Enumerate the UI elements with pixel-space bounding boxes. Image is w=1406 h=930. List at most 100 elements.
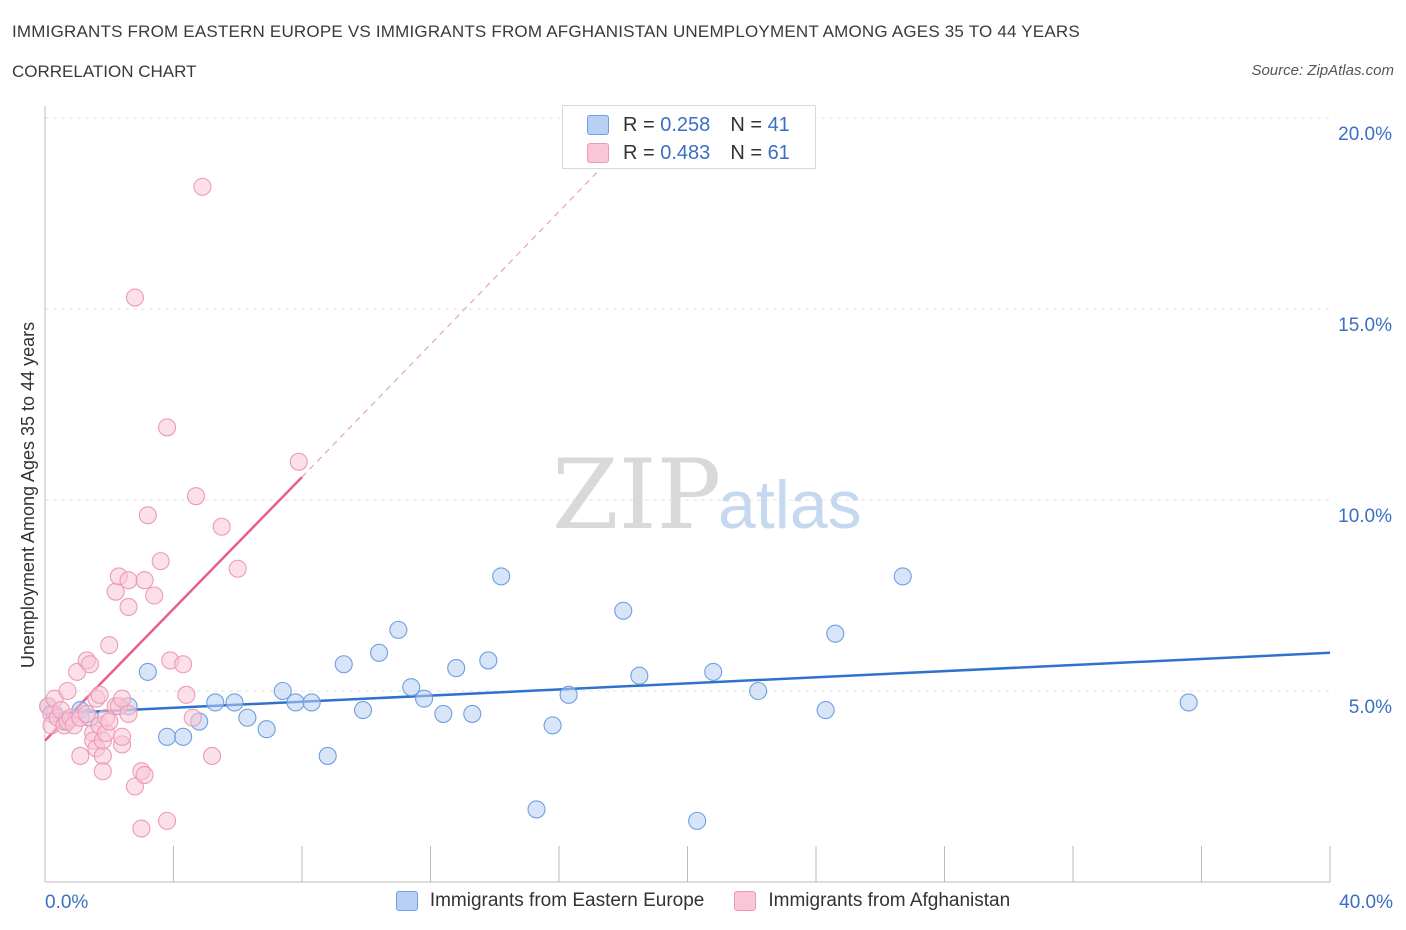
data-point [138, 506, 157, 525]
data-point [630, 666, 649, 685]
legend-n-value: 61 [767, 141, 790, 164]
legend-r-label: R = [623, 141, 661, 164]
data-point [77, 704, 96, 723]
data-point [370, 643, 389, 662]
data-point [174, 727, 193, 746]
data-point [71, 746, 90, 765]
data-point [704, 662, 723, 681]
legend-r-value: 0.258 [660, 113, 711, 136]
data-point [415, 689, 434, 708]
legend-r-label: R = [623, 113, 661, 136]
bottom-legend-eastern-europe: Immigrants from Eastern Europe [395, 890, 704, 912]
data-point [228, 559, 247, 578]
data-point [614, 601, 633, 620]
legend-n-label: N = [730, 113, 768, 136]
data-point [1179, 693, 1198, 712]
data-points [39, 177, 1198, 838]
legend-n-value: 41 [767, 113, 790, 136]
bottom-legend: Immigrants from Eastern Europe Immigrant… [0, 890, 1406, 912]
data-point [132, 819, 151, 838]
bottom-legend-afghanistan: Immigrants from Afghanistan [734, 890, 1010, 912]
tick-labels: 5.0% 10.0% 15.0% 20.0% 0.0% 40.0% [45, 124, 1393, 913]
data-point [158, 727, 177, 746]
data-point [100, 636, 119, 655]
data-point [203, 746, 222, 765]
data-point [212, 517, 231, 536]
legend-r-value: 0.483 [660, 141, 711, 164]
data-point [389, 620, 408, 639]
data-point [113, 727, 132, 746]
x-tick-label-min: 0.0% [45, 892, 88, 913]
legend-swatch-afghanistan [587, 143, 609, 163]
data-point [58, 681, 77, 701]
data-point [100, 712, 119, 731]
data-point [543, 716, 562, 735]
legend: R = 0.258 N = 41 R = 0.483 N = 61 [562, 105, 816, 169]
data-point [816, 701, 835, 720]
data-point [119, 597, 138, 617]
trend-line-afghanistan [44, 476, 303, 742]
legend-n-label: N = [730, 141, 768, 164]
data-point [119, 704, 138, 723]
data-point [138, 662, 157, 681]
trend-extension-afghanistan [301, 148, 621, 478]
legend-row-eastern-europe: R = 0.258 N = 41 [587, 113, 790, 137]
source-label: Source: ZipAtlas.com [1251, 62, 1394, 79]
data-point [186, 487, 206, 506]
bottom-legend-swatch-eastern-europe [395, 891, 418, 911]
watermark-atlas: atlas [718, 467, 862, 543]
data-point [80, 655, 100, 674]
data-point [257, 720, 276, 739]
trend-line-eastern-europe [44, 651, 1331, 716]
data-point [238, 708, 257, 727]
data-point [135, 765, 154, 785]
bottom-legend-swatch-afghanistan [734, 891, 757, 911]
chart-subtitle: CORRELATION CHART [12, 62, 197, 81]
data-point [119, 571, 138, 590]
y-tick-label: 20.0% [1338, 124, 1392, 145]
watermark-zip: ZIP [552, 439, 721, 551]
data-point [434, 704, 453, 723]
data-point [826, 624, 845, 643]
data-point [151, 552, 170, 571]
chart-title: IMMIGRANTS FROM EASTERN EUROPE VS IMMIGR… [12, 22, 1080, 41]
data-point [206, 693, 225, 712]
data-point [893, 567, 912, 586]
data-point [289, 452, 308, 471]
data-point [93, 746, 112, 765]
data-point [318, 746, 337, 765]
data-point [463, 704, 482, 723]
data-point [225, 693, 244, 712]
data-point [334, 655, 353, 674]
data-point [158, 811, 177, 830]
data-point [145, 586, 164, 605]
data-point [447, 659, 466, 678]
data-point [527, 800, 546, 819]
bottom-legend-label-afghanistan: Immigrants from Afghanistan [768, 890, 1011, 911]
data-point [492, 567, 511, 586]
axes [44, 106, 1331, 883]
y-tick-label: 5.0% [1349, 697, 1392, 718]
data-point [177, 685, 196, 704]
y-axis-label: Unemployment Among Ages 35 to 44 years [18, 322, 38, 668]
data-point [688, 811, 707, 830]
data-point [353, 701, 373, 720]
grid-lines [45, 117, 1330, 692]
y-tick-label: 10.0% [1338, 506, 1392, 527]
data-point [113, 689, 132, 708]
x-tick-label-max: 40.0% [1339, 892, 1393, 913]
data-point [125, 288, 144, 307]
watermark: ZIP atlas [552, 439, 862, 551]
data-point [90, 685, 109, 704]
series-eastern-europe [39, 567, 1198, 830]
data-point [559, 685, 578, 704]
data-point [135, 571, 154, 590]
data-point [183, 708, 202, 727]
data-point [193, 177, 212, 196]
data-point [93, 762, 112, 781]
data-point [286, 693, 305, 712]
data-point [402, 678, 421, 697]
data-point [749, 681, 768, 701]
data-point [174, 655, 193, 674]
